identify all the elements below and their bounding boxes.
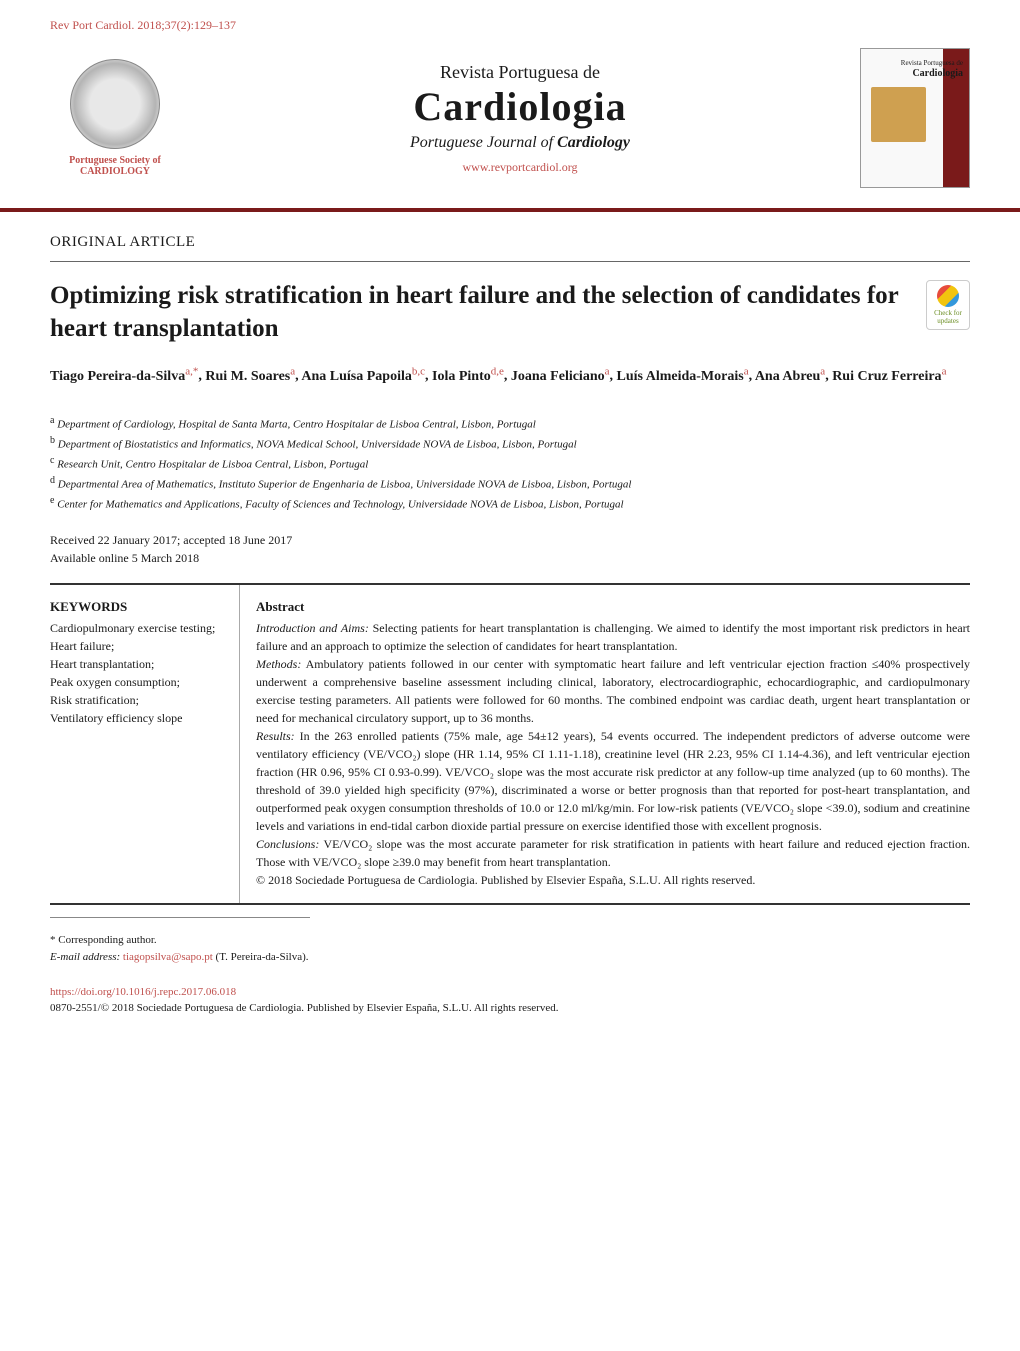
abstract-text: Introduction and Aims: Selecting patient…	[256, 619, 970, 889]
author: Joana Felicianoa	[511, 369, 610, 384]
affiliation: c Research Unit, Centro Hospitalar de Li…	[50, 453, 970, 473]
article-title: Optimizing risk stratification in heart …	[50, 280, 916, 345]
society-logo-text: Portuguese Society of CARDIOLOGY	[50, 155, 180, 177]
author: Rui Cruz Ferreiraa	[832, 369, 946, 384]
affiliations-block: a Department of Cardiology, Hospital de …	[0, 405, 1020, 532]
article-head: Optimizing risk stratification in heart …	[0, 262, 1020, 357]
journal-supertitle: Revista Portuguesa de	[180, 62, 860, 83]
journal-main-title: Cardiologia	[180, 83, 860, 130]
date-online: Available online 5 March 2018	[50, 549, 970, 567]
journal-url: www.revportcardiol.org	[180, 160, 860, 175]
author-aff: a	[942, 365, 947, 377]
author-name: Ana Abreu	[755, 369, 820, 384]
cover-mini-main: Cardiologia	[912, 68, 963, 79]
journal-url-link[interactable]: www.revportcardiol.org	[463, 160, 578, 174]
society-logo: Portuguese Society of CARDIOLOGY	[50, 59, 180, 177]
email-suffix: (T. Pereira-da-Silva).	[213, 951, 309, 963]
affiliation-text: Departmental Area of Mathematics, Instit…	[58, 479, 632, 491]
abstract-copyright: © 2018 Sociedade Portuguesa de Cardiolog…	[256, 873, 755, 887]
society-logo-emblem	[70, 59, 160, 149]
affiliation: d Departmental Area of Mathematics, Inst…	[50, 473, 970, 493]
affiliation-text: Research Unit, Centro Hospitalar de Lisb…	[57, 459, 368, 471]
journal-title-block: Revista Portuguesa de Cardiologia Portug…	[180, 62, 860, 175]
citation-link[interactable]: Rev Port Cardiol. 2018;37(2):129–137	[50, 18, 236, 32]
author-name: Rui Cruz Ferreira	[832, 369, 941, 384]
keywords-list: Cardiopulmonary exercise testing; Heart …	[50, 619, 223, 727]
issn-line: 0870-2551/© 2018 Sociedade Portuguesa de…	[50, 1002, 558, 1014]
abstract-conclusions: VE/VCO₂ slope was the most accurate para…	[256, 837, 970, 869]
affiliation-text: Department of Biostatistics and Informat…	[58, 438, 577, 450]
corresponding-author: * Corresponding author.	[50, 932, 970, 949]
dates-block: Received 22 January 2017; accepted 18 Ju…	[0, 531, 1020, 583]
cover-mini-title: Revista Portuguesa de Cardiologia	[901, 57, 963, 79]
abstract-methods: Ambulatory patients followed in our cent…	[256, 657, 970, 725]
crossmark-label: Check for updates	[927, 309, 969, 325]
affiliation-text: Department of Cardiology, Hospital de Sa…	[57, 418, 536, 430]
abstract-column: Abstract Introduction and Aims: Selectin…	[240, 585, 970, 903]
author-aff: a	[820, 365, 825, 377]
author-name: Tiago Pereira-da-Silva	[50, 369, 185, 384]
abstract-results-label: Results:	[256, 729, 295, 743]
author: Iola Pintod,e	[432, 369, 504, 384]
cover-mini-super: Revista Portuguesa de	[901, 59, 963, 67]
article-type: ORIGINAL ARTICLE	[0, 212, 1020, 261]
society-line2: CARDIOLOGY	[80, 166, 150, 177]
affiliation: b Department of Biostatistics and Inform…	[50, 433, 970, 453]
author-aff: d,e	[491, 365, 504, 377]
journal-sub-bold: Cardiology	[557, 134, 630, 151]
author-aff: b,c	[412, 365, 425, 377]
email-link[interactable]: tiagopsilva@sapo.pt	[123, 951, 213, 963]
affiliation: a Department of Cardiology, Hospital de …	[50, 413, 970, 433]
footnote-block: * Corresponding author. E-mail address: …	[0, 918, 1020, 971]
author: Ana Abreua	[755, 369, 825, 384]
doi-link[interactable]: https://doi.org/10.1016/j.repc.2017.06.0…	[50, 986, 236, 998]
author: Ana Luísa Papoilab,c	[301, 369, 425, 384]
author-name: Luís Almeida-Morais	[617, 369, 744, 384]
author: Rui M. Soaresa	[205, 369, 295, 384]
email-label: E-mail address:	[50, 951, 120, 963]
author-aff: a	[744, 365, 749, 377]
crossmark-badge[interactable]: Check for updates	[926, 280, 970, 330]
author-aff: a,*	[185, 365, 198, 377]
author-name: Rui M. Soares	[205, 369, 290, 384]
abstract-heading: Abstract	[256, 599, 970, 615]
author: Tiago Pereira-da-Silvaa,*	[50, 369, 198, 384]
running-head: Rev Port Cardiol. 2018;37(2):129–137	[0, 0, 1020, 38]
affiliation-text: Center for Mathematics and Applications,…	[57, 499, 623, 511]
author-aff: a	[605, 365, 610, 377]
authors-block: Tiago Pereira-da-Silvaa,*, Rui M. Soares…	[0, 357, 1020, 405]
journal-cover-thumbnail: Revista Portuguesa de Cardiologia	[860, 48, 970, 188]
society-line1: Portuguese Society of	[69, 155, 161, 166]
journal-sub-prefix: Portuguese Journal of	[410, 134, 557, 151]
author-aff: a	[290, 365, 295, 377]
cover-artwork	[871, 87, 926, 142]
abstract-box: KEYWORDS Cardiopulmonary exercise testin…	[50, 583, 970, 905]
affiliation: e Center for Mathematics and Application…	[50, 493, 970, 513]
keywords-heading: KEYWORDS	[50, 599, 223, 615]
abstract-results: In the 263 enrolled patients (75% male, …	[256, 729, 970, 833]
author-name: Joana Feliciano	[511, 369, 605, 384]
keywords-column: KEYWORDS Cardiopulmonary exercise testin…	[50, 585, 240, 903]
crossmark-icon	[937, 285, 959, 307]
author: Luís Almeida-Moraisa	[617, 369, 749, 384]
journal-banner: Portuguese Society of CARDIOLOGY Revista…	[0, 38, 1020, 212]
journal-subtitle: Portuguese Journal of Cardiology	[180, 134, 860, 152]
abstract-methods-label: Methods:	[256, 657, 301, 671]
author-name: Ana Luísa Papoila	[301, 369, 411, 384]
abstract-intro-label: Introduction and Aims:	[256, 621, 369, 635]
email-line: E-mail address: tiagopsilva@sapo.pt (T. …	[50, 949, 970, 966]
author-name: Iola Pinto	[432, 369, 491, 384]
abstract-conclusions-label: Conclusions:	[256, 837, 319, 851]
doi-block: https://doi.org/10.1016/j.repc.2017.06.0…	[0, 971, 1020, 1046]
date-received: Received 22 January 2017; accepted 18 Ju…	[50, 531, 970, 549]
